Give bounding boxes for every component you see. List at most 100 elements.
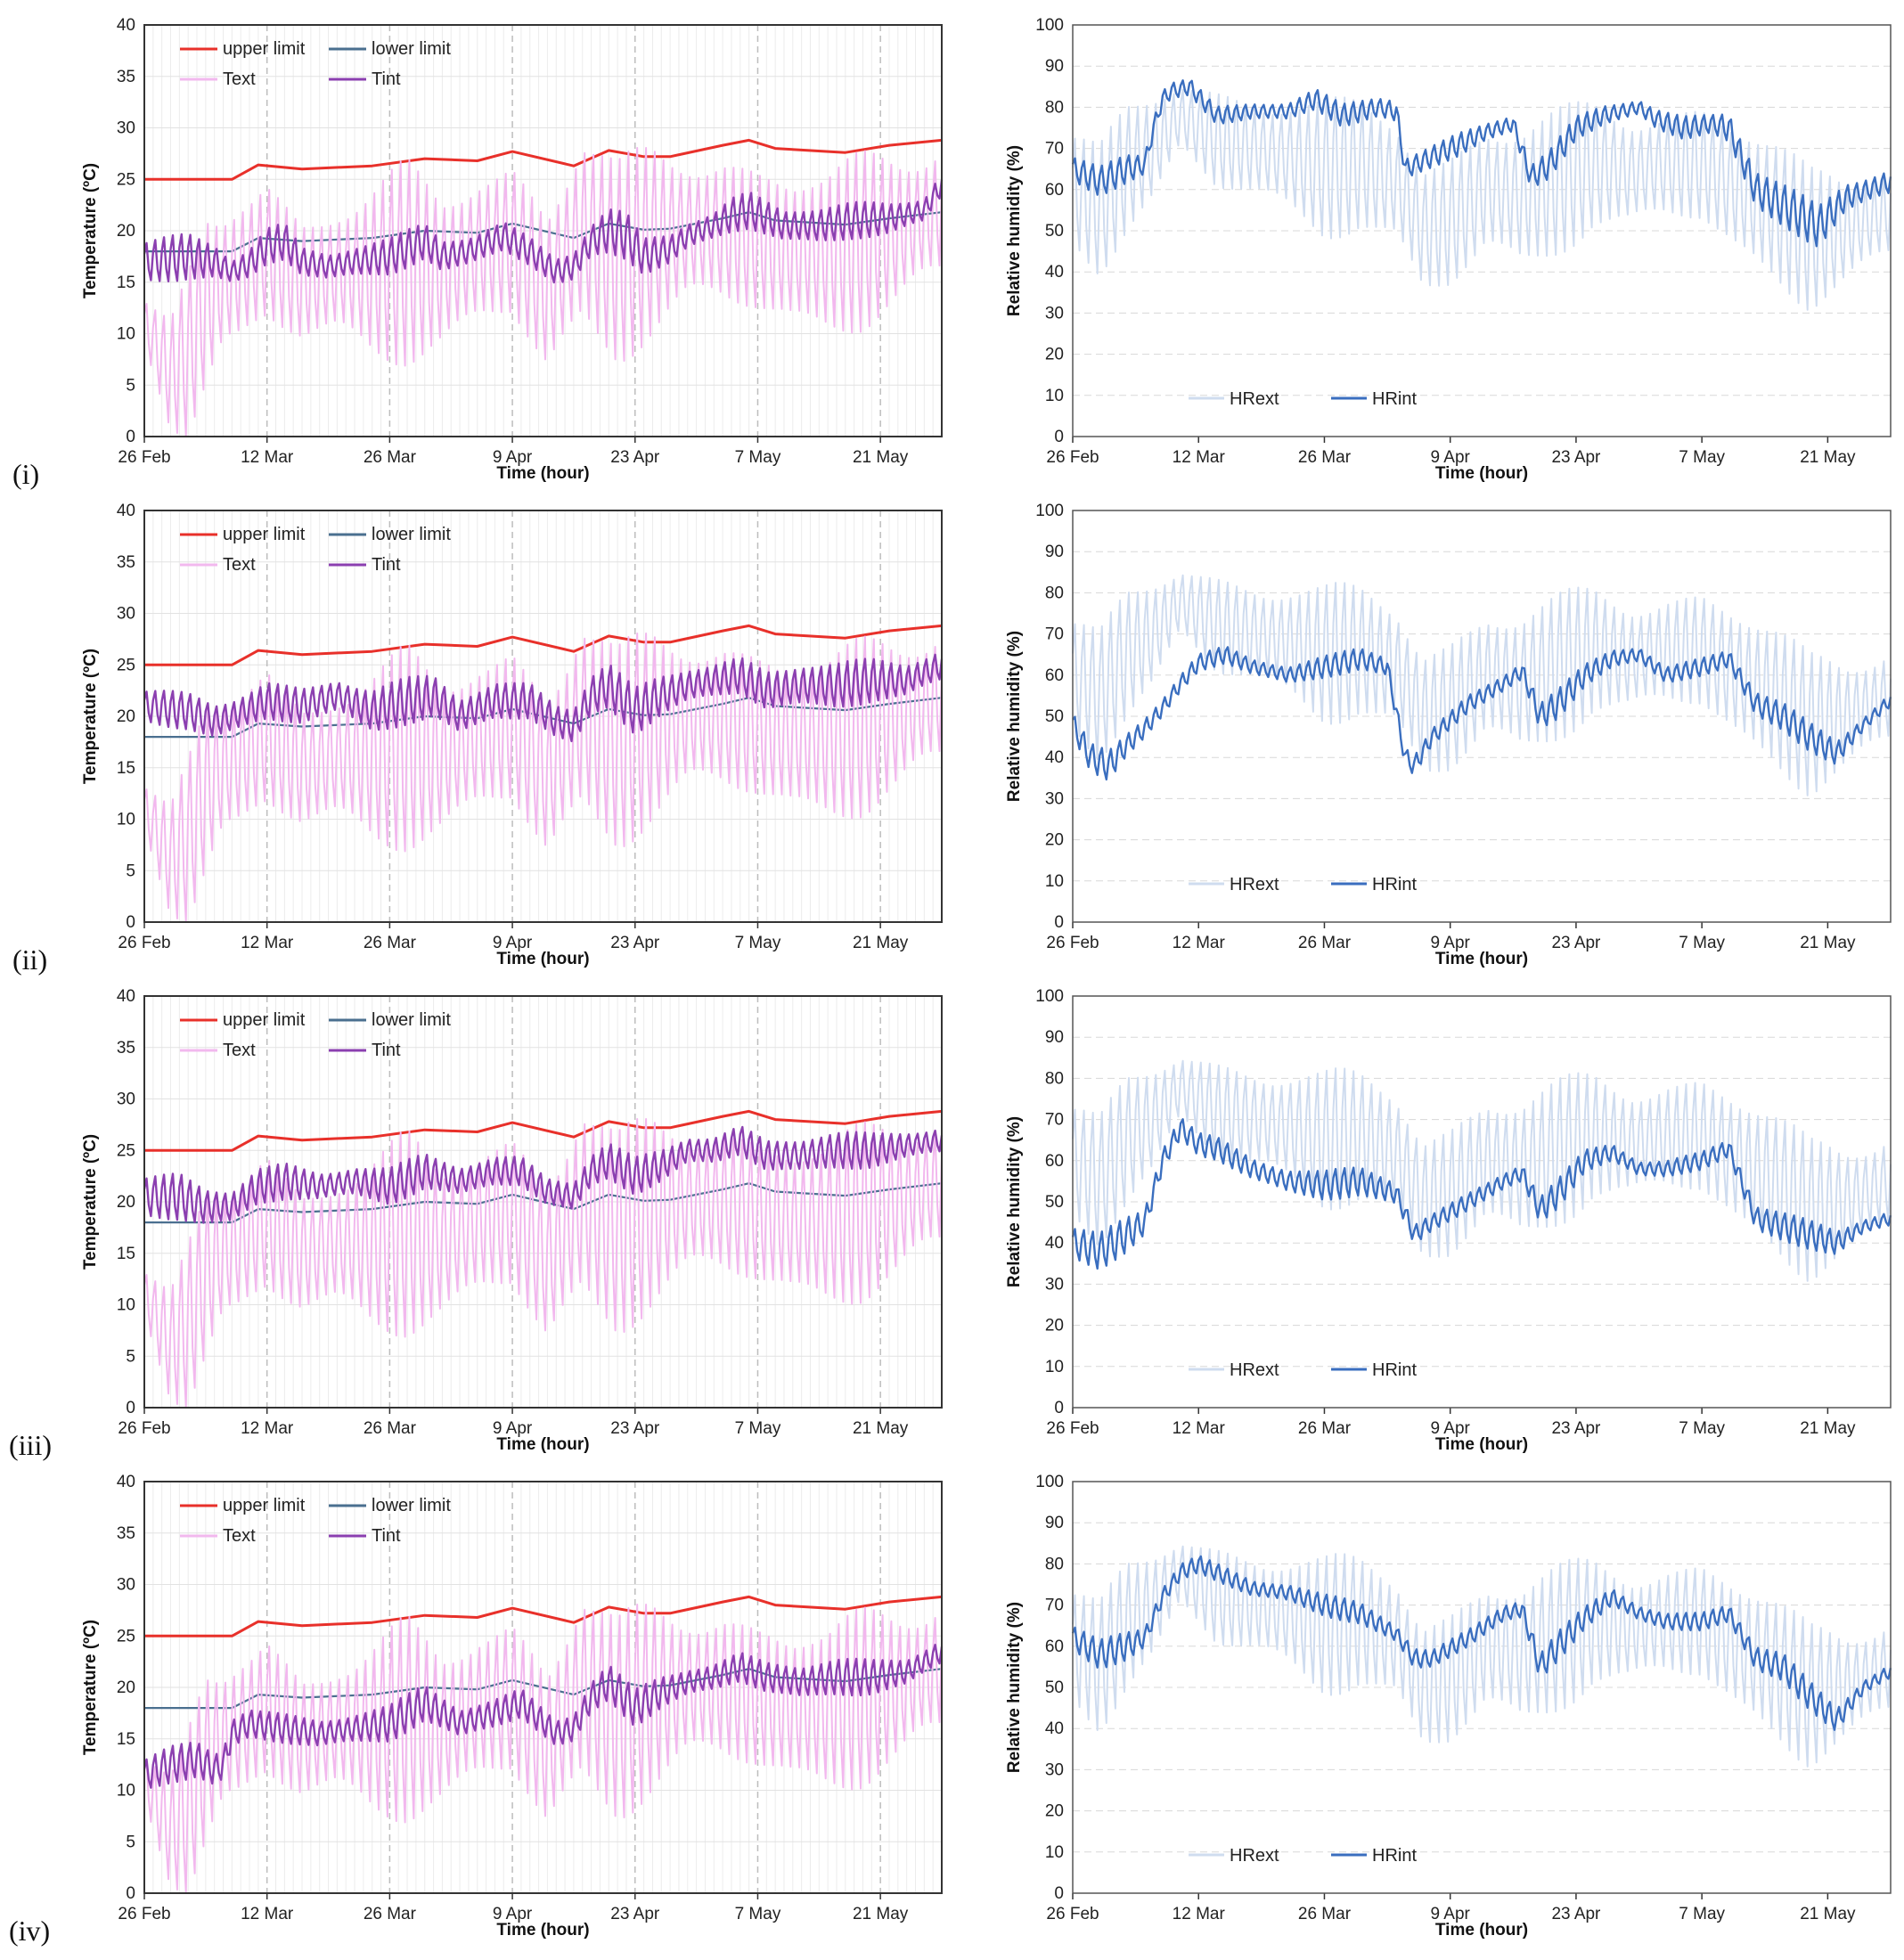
- y-tick-label: 15: [117, 1245, 135, 1263]
- y-tick-label: 5: [126, 1347, 135, 1366]
- y-tick-label: 35: [117, 1524, 135, 1543]
- y-tick-label: 90: [1045, 543, 1064, 561]
- y-tick-label: 100: [1035, 987, 1064, 1006]
- series-line-hrint: [1071, 78, 1892, 248]
- y-tick-label: 80: [1045, 98, 1064, 117]
- y-tick-label: 0: [1054, 1884, 1064, 1903]
- legend-label: HRext: [1230, 1846, 1279, 1866]
- y-tick-label: 35: [117, 1039, 135, 1058]
- x-tick-label: 12 Mar: [241, 1905, 294, 1923]
- x-tick-label: 26 Mar: [364, 1419, 417, 1438]
- legend-label: Tint: [372, 69, 401, 89]
- plot-frame: [143, 24, 943, 437]
- y-tick-label: 30: [117, 1090, 135, 1109]
- x-axis-label: Time (hour): [496, 1435, 589, 1454]
- x-tick-label: 21 May: [853, 448, 909, 467]
- x-tick-label: 26 Feb: [118, 1419, 170, 1438]
- y-tick-label: 100: [1035, 502, 1064, 520]
- y-tick-label: 70: [1045, 1597, 1064, 1615]
- y-tick-label: 0: [126, 1399, 135, 1417]
- y-tick-label: 20: [117, 1678, 135, 1697]
- y-tick-label: 40: [1045, 748, 1064, 767]
- row-label-iii: (iii): [9, 1429, 52, 1461]
- x-tick-label: 21 May: [853, 934, 909, 952]
- legend-label: HRint: [1372, 875, 1417, 894]
- y-tick-label: 0: [1054, 913, 1064, 932]
- series-line-hrext: [1072, 574, 1892, 796]
- x-tick-label: 7 May: [735, 1419, 781, 1438]
- y-tick-label: 20: [1045, 831, 1064, 850]
- x-tick-label: 26 Feb: [118, 1905, 170, 1923]
- x-tick-label: 21 May: [1800, 448, 1856, 467]
- y-tick-label: 10: [1045, 387, 1064, 405]
- x-tick-label: 21 May: [1800, 934, 1856, 952]
- x-tick-label: 9 Apr: [493, 1419, 533, 1438]
- x-tick-label: 26 Mar: [364, 448, 417, 467]
- y-tick-label: 30: [1045, 789, 1064, 808]
- y-axis-label: Relative humidity (%): [1005, 631, 1024, 802]
- y-axis-label: Relative humidity (%): [1005, 1116, 1024, 1287]
- plot-frame: [1072, 1481, 1892, 1894]
- chart-temperature-2: 0 5 10 15 20 25 30 35 40 26 Feb 12 Mar 26 Mar 9 Apr 2…: [81, 502, 944, 968]
- series-line-hrext: [1072, 1545, 1892, 1768]
- y-tick-label: 30: [1045, 304, 1064, 323]
- x-tick-label: 12 Mar: [241, 934, 294, 952]
- x-tick-label: 23 Apr: [610, 448, 660, 467]
- y-tick-label: 10: [117, 811, 135, 829]
- legend-label: HRint: [1372, 389, 1417, 409]
- legend-label: upper limit: [223, 1010, 306, 1030]
- y-tick-label: 0: [126, 1884, 135, 1903]
- x-tick-label: 7 May: [735, 448, 781, 467]
- x-tick-label: 7 May: [735, 934, 781, 952]
- x-tick-label: 23 Apr: [610, 1905, 660, 1923]
- y-tick-label: 30: [117, 605, 135, 624]
- y-tick-label: 60: [1045, 1152, 1064, 1171]
- legend-label: HRint: [1372, 1846, 1417, 1866]
- y-tick-label: 35: [117, 553, 135, 572]
- legend-label: Text: [223, 555, 256, 575]
- legend-label: Text: [223, 1041, 256, 1060]
- x-tick-label: 26 Mar: [364, 934, 417, 952]
- y-tick-label: 0: [126, 913, 135, 932]
- x-tick-label: 12 Mar: [1173, 1905, 1226, 1923]
- y-tick-label: 70: [1045, 140, 1064, 159]
- series-line-upper-limit: [144, 1595, 943, 1637]
- y-tick-label: 90: [1045, 1514, 1064, 1532]
- x-tick-label: 26 Feb: [118, 934, 170, 952]
- y-tick-label: 25: [117, 170, 135, 189]
- y-tick-label: 10: [117, 1782, 135, 1801]
- legend-label: Tint: [372, 555, 401, 575]
- x-tick-label: 9 Apr: [493, 448, 533, 467]
- y-tick-label: 30: [117, 1576, 135, 1595]
- legend-label: lower limit: [372, 1010, 451, 1030]
- y-tick-label: 50: [1045, 707, 1064, 726]
- row-label-i: (i): [12, 458, 39, 490]
- x-tick-label: 23 Apr: [1551, 1905, 1601, 1923]
- y-tick-label: 10: [117, 1296, 135, 1315]
- legend-label: lower limit: [372, 1496, 451, 1515]
- y-tick-label: 60: [1045, 1637, 1064, 1656]
- y-tick-label: 10: [1045, 1358, 1064, 1376]
- series-line-text: [143, 633, 943, 922]
- series-line-hrext: [1072, 1059, 1892, 1282]
- x-tick-label: 23 Apr: [1551, 934, 1601, 952]
- x-tick-label: 7 May: [735, 1905, 781, 1923]
- legend-label: upper limit: [223, 525, 306, 544]
- x-tick-label: 26 Feb: [1046, 1905, 1099, 1923]
- y-tick-label: 15: [117, 759, 135, 778]
- y-tick-label: 40: [117, 1473, 135, 1491]
- y-tick-label: 30: [1045, 1760, 1064, 1779]
- series-line-text: [143, 1118, 943, 1408]
- y-tick-label: 50: [1045, 222, 1064, 241]
- legend-label: HRext: [1230, 1360, 1279, 1380]
- plot-frame: [143, 1481, 943, 1894]
- y-tick-label: 50: [1045, 1193, 1064, 1212]
- y-tick-label: 80: [1045, 1555, 1064, 1573]
- y-tick-label: 20: [1045, 1802, 1064, 1821]
- row-label-iv: (iv): [9, 1915, 50, 1947]
- x-tick-label: 9 Apr: [1431, 1905, 1471, 1923]
- x-tick-label: 12 Mar: [1173, 1419, 1226, 1438]
- y-tick-label: 5: [126, 862, 135, 880]
- series-line-tint: [143, 1125, 944, 1224]
- legend-label: Text: [223, 1526, 256, 1546]
